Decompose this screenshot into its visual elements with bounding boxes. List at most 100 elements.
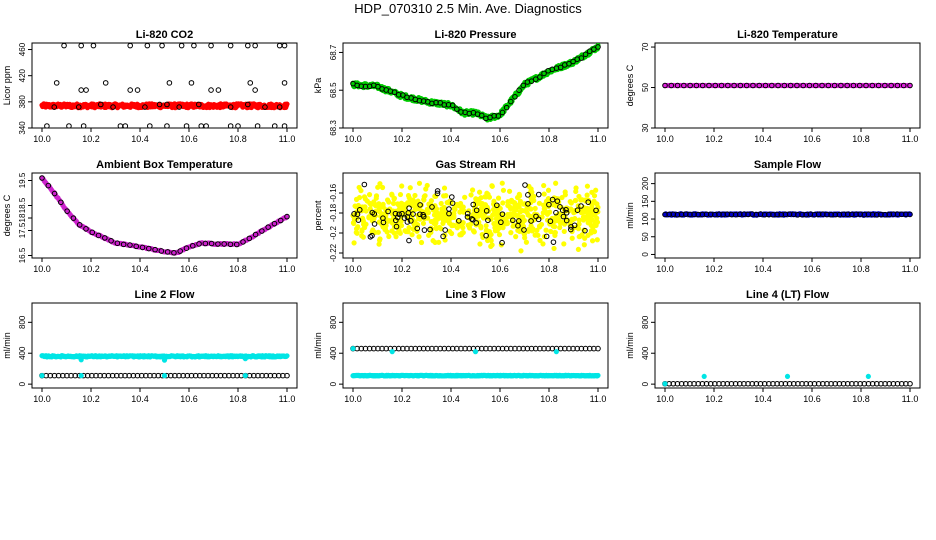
data-point (520, 82, 527, 89)
data-point (418, 239, 425, 246)
data-point (554, 198, 561, 204)
data-point (177, 248, 184, 254)
data-point (569, 235, 575, 241)
data-point (546, 201, 552, 208)
y-tick-label: 400 (329, 346, 338, 360)
data-point (540, 241, 546, 247)
data-point (246, 235, 253, 242)
data-point (573, 185, 579, 191)
data-point (547, 218, 554, 224)
data-point (171, 249, 177, 256)
data-point (468, 192, 474, 198)
data-point (454, 106, 460, 112)
data-point (410, 211, 416, 217)
data-point (375, 229, 381, 235)
data-point (158, 248, 165, 254)
data-point (516, 193, 523, 199)
data-point (498, 219, 504, 226)
data-point (537, 237, 543, 243)
data-point (391, 230, 397, 236)
data-point (382, 227, 388, 233)
data-point (284, 372, 290, 379)
data-point (875, 82, 882, 89)
data-point (410, 197, 416, 203)
data-point (459, 221, 466, 227)
data-point (504, 220, 510, 227)
data-point (500, 187, 507, 193)
data-point (585, 232, 591, 238)
data-point (127, 87, 133, 93)
data-point (366, 215, 372, 221)
data-point (566, 60, 572, 67)
x-tick-label: 10.0 (656, 394, 674, 404)
data-point (414, 222, 421, 228)
data-point (469, 216, 475, 222)
data-point (784, 373, 791, 380)
data-point (161, 357, 168, 363)
data-point (589, 216, 595, 223)
data-point (281, 80, 288, 86)
data-point (478, 225, 484, 231)
x-tick-label: 10.0 (344, 134, 362, 144)
data-point (394, 214, 401, 221)
data-point (584, 192, 590, 198)
data-point (433, 225, 440, 232)
data-point (787, 82, 794, 89)
x-tick-label: 10.8 (540, 394, 558, 404)
data-point (907, 211, 913, 218)
y-tick-label: 0 (329, 381, 338, 386)
data-point (449, 102, 456, 109)
y-axis-label: degrees C (625, 64, 635, 106)
data-point (412, 206, 418, 213)
data-point (434, 190, 441, 197)
x-tick-label: 10.0 (33, 394, 51, 404)
data-point (819, 82, 825, 89)
data-point (183, 123, 190, 128)
data-point (560, 213, 567, 220)
chart-panel-5: Gas Stream RH percent 10.0 10.2 10.4 10.6 10.8… (313, 159, 609, 274)
data-point (83, 87, 89, 93)
data-point (470, 228, 477, 234)
data-point (164, 123, 170, 128)
y-tick-label: 50 (641, 83, 650, 92)
data-point (812, 82, 819, 89)
data-point (762, 82, 769, 89)
data-point (483, 223, 489, 229)
data-point (888, 82, 894, 89)
data-point (501, 217, 507, 223)
figure-title: HDP_070310 2.5 Min. Ave. Diagnostics (354, 1, 582, 16)
series-layer (662, 82, 913, 89)
x-tick-label: 11.0 (279, 264, 296, 274)
data-point (356, 184, 362, 191)
data-point (499, 211, 506, 217)
data-point (414, 225, 421, 232)
data-point (593, 187, 599, 193)
data-point (440, 233, 446, 240)
x-tick-label: 10.2 (393, 134, 411, 144)
data-point (428, 198, 434, 204)
data-point (483, 232, 489, 239)
data-point (545, 187, 552, 193)
series-layer (39, 43, 290, 128)
data-point (844, 82, 850, 89)
data-point (202, 240, 209, 247)
data-point (375, 83, 381, 90)
data-point (276, 104, 283, 110)
y-tick-label: 800 (18, 315, 27, 329)
data-point (687, 82, 693, 89)
data-point (400, 92, 406, 98)
data-point (252, 231, 259, 238)
data-point (147, 123, 153, 128)
data-point (701, 373, 707, 380)
data-point (495, 195, 502, 201)
data-point (462, 194, 468, 200)
data-point (127, 43, 133, 49)
data-point (351, 220, 357, 227)
data-point (424, 206, 430, 212)
data-point (353, 196, 360, 202)
plot-frame (31, 172, 298, 259)
data-point (385, 208, 391, 215)
data-point (406, 224, 412, 231)
x-tick-label: 10.2 (82, 264, 100, 274)
data-point (578, 203, 584, 209)
